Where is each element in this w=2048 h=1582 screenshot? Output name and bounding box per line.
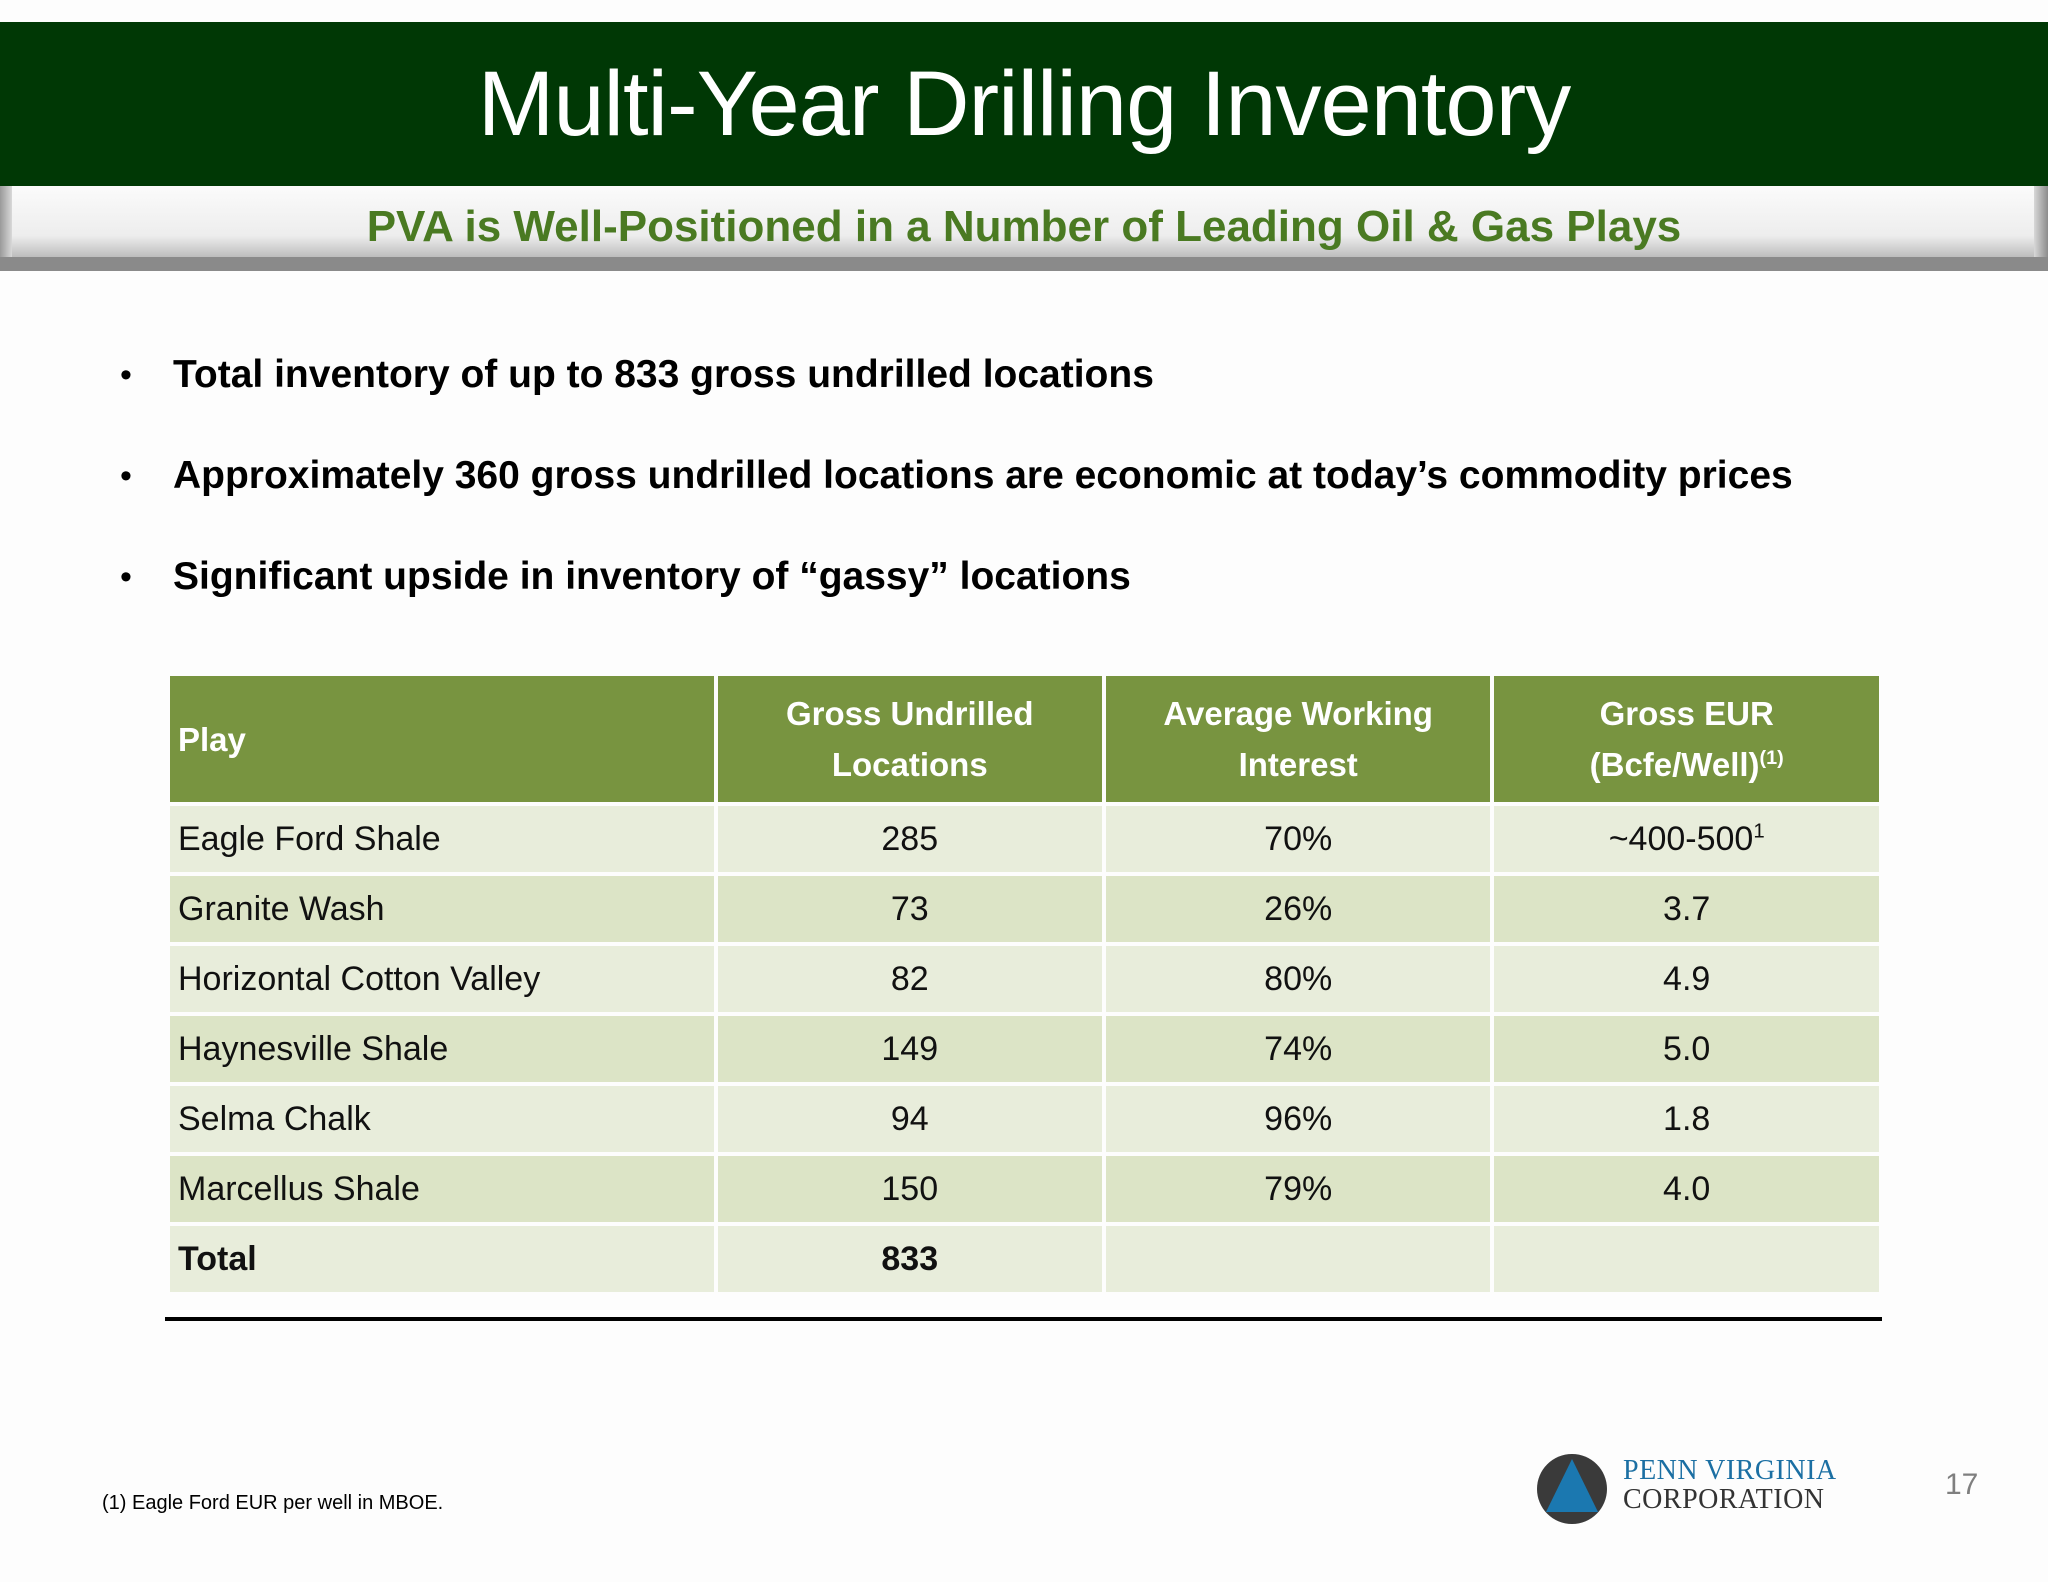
table-row: Granite Wash 73 26% 3.7 bbox=[170, 876, 1879, 942]
logo-line2: CORPORATION bbox=[1623, 1484, 1825, 1515]
bevel-right bbox=[2034, 186, 2048, 257]
slide-title: Multi-Year Drilling Inventory bbox=[477, 52, 1571, 155]
cell-play: Eagle Ford Shale bbox=[170, 806, 714, 872]
cell-locations: 82 bbox=[717, 946, 1103, 1012]
header-eur: Gross EUR (Bcfe/Well)(1) bbox=[1494, 676, 1879, 802]
cell-eur: 3.7 bbox=[1494, 876, 1879, 942]
company-logo: PENN VIRGINIA CORPORATION bbox=[1535, 1448, 1865, 1526]
bullet-item: • Total inventory of up to 833 gross und… bbox=[120, 340, 1793, 441]
cell-play: Horizontal Cotton Valley bbox=[170, 946, 714, 1012]
cell-play: Selma Chalk bbox=[170, 1086, 714, 1152]
cell-locations: 94 bbox=[717, 1086, 1103, 1152]
cell-locations: 73 bbox=[717, 876, 1103, 942]
bullet-text: Total inventory of up to 833 gross undri… bbox=[173, 353, 1154, 396]
table-header-row: Play Gross Undrilled Locations Average W… bbox=[170, 676, 1879, 802]
inventory-table: Play Gross Undrilled Locations Average W… bbox=[166, 672, 1883, 1296]
cell-interest: 70% bbox=[1106, 806, 1491, 872]
cell-interest: 79% bbox=[1106, 1156, 1491, 1222]
bevel-left bbox=[0, 186, 12, 257]
table-row: Haynesville Shale 149 74% 5.0 bbox=[170, 1016, 1879, 1082]
table-row: Horizontal Cotton Valley 82 80% 4.9 bbox=[170, 946, 1879, 1012]
cell-eur: 5.0 bbox=[1494, 1016, 1879, 1082]
slide-subtitle: PVA is Well-Positioned in a Number of Le… bbox=[366, 201, 1682, 251]
table-total-row: Total 833 bbox=[170, 1226, 1879, 1292]
page-number: 17 bbox=[1945, 1468, 1979, 1501]
cell-eur: ~400-5001 bbox=[1494, 806, 1879, 872]
cell-play: Granite Wash bbox=[170, 876, 714, 942]
header-interest-line2: Interest bbox=[1238, 746, 1358, 783]
cell-eur: 4.9 bbox=[1494, 946, 1879, 1012]
logo-line1: PENN VIRGINIA bbox=[1623, 1455, 1837, 1486]
cell-eur: 4.0 bbox=[1494, 1156, 1879, 1222]
bullet-icon: • bbox=[120, 457, 132, 495]
cell-locations: 285 bbox=[717, 806, 1103, 872]
header-interest: Average Working Interest bbox=[1106, 676, 1491, 802]
title-band: Multi-Year Drilling Inventory bbox=[0, 22, 2048, 186]
bullet-icon: • bbox=[120, 558, 132, 596]
triangle-in-circle-icon bbox=[1537, 1454, 1607, 1524]
logo-wordmark: PENN VIRGINIA CORPORATION bbox=[1623, 1456, 1837, 1514]
cell-locations: 150 bbox=[717, 1156, 1103, 1222]
bullet-icon: • bbox=[120, 356, 132, 394]
total-interest-empty bbox=[1106, 1226, 1491, 1292]
header-eur-footnote-ref: (1) bbox=[1759, 747, 1784, 769]
cell-play: Marcellus Shale bbox=[170, 1156, 714, 1222]
header-play: Play bbox=[170, 676, 714, 802]
cell-eur: 1.8 bbox=[1494, 1086, 1879, 1152]
total-label: Total bbox=[170, 1226, 714, 1292]
bullet-list: • Total inventory of up to 833 gross und… bbox=[120, 340, 1793, 643]
header-interest-line1: Average Working bbox=[1163, 695, 1433, 732]
header-eur-line2: (Bcfe/Well) bbox=[1589, 746, 1760, 783]
cell-eur-footnote-ref: 1 bbox=[1753, 820, 1765, 843]
cell-interest: 74% bbox=[1106, 1016, 1491, 1082]
table-row: Selma Chalk 94 96% 1.8 bbox=[170, 1086, 1879, 1152]
footnote: (1) Eagle Ford EUR per well in MBOE. bbox=[102, 1492, 444, 1514]
bullet-text: Approximately 360 gross undrilled locati… bbox=[173, 454, 1793, 497]
bullet-item: • Approximately 360 gross undrilled loca… bbox=[120, 441, 1793, 542]
header-eur-line1: Gross EUR bbox=[1599, 695, 1774, 732]
total-locations: 833 bbox=[717, 1226, 1103, 1292]
cell-locations: 149 bbox=[717, 1016, 1103, 1082]
cell-play: Haynesville Shale bbox=[170, 1016, 714, 1082]
table-row: Eagle Ford Shale 285 70% ~400-5001 bbox=[170, 806, 1879, 872]
bullet-text: Significant upside in inventory of “gass… bbox=[173, 555, 1131, 598]
table-row: Marcellus Shale 150 79% 4.0 bbox=[170, 1156, 1879, 1222]
cell-interest: 26% bbox=[1106, 876, 1491, 942]
header-locations: Gross Undrilled Locations bbox=[717, 676, 1103, 802]
header-locations-line1: Gross Undrilled bbox=[785, 695, 1034, 732]
total-eur-empty bbox=[1494, 1226, 1879, 1292]
cell-interest: 80% bbox=[1106, 946, 1491, 1012]
subtitle-band: PVA is Well-Positioned in a Number of Le… bbox=[0, 186, 2048, 271]
cell-interest: 96% bbox=[1106, 1086, 1491, 1152]
header-locations-line2: Locations bbox=[831, 746, 988, 783]
table-bottom-rule bbox=[165, 1317, 1882, 1321]
cell-eur-value: ~400-500 bbox=[1608, 819, 1754, 858]
bullet-item: • Significant upside in inventory of “ga… bbox=[120, 542, 1793, 643]
